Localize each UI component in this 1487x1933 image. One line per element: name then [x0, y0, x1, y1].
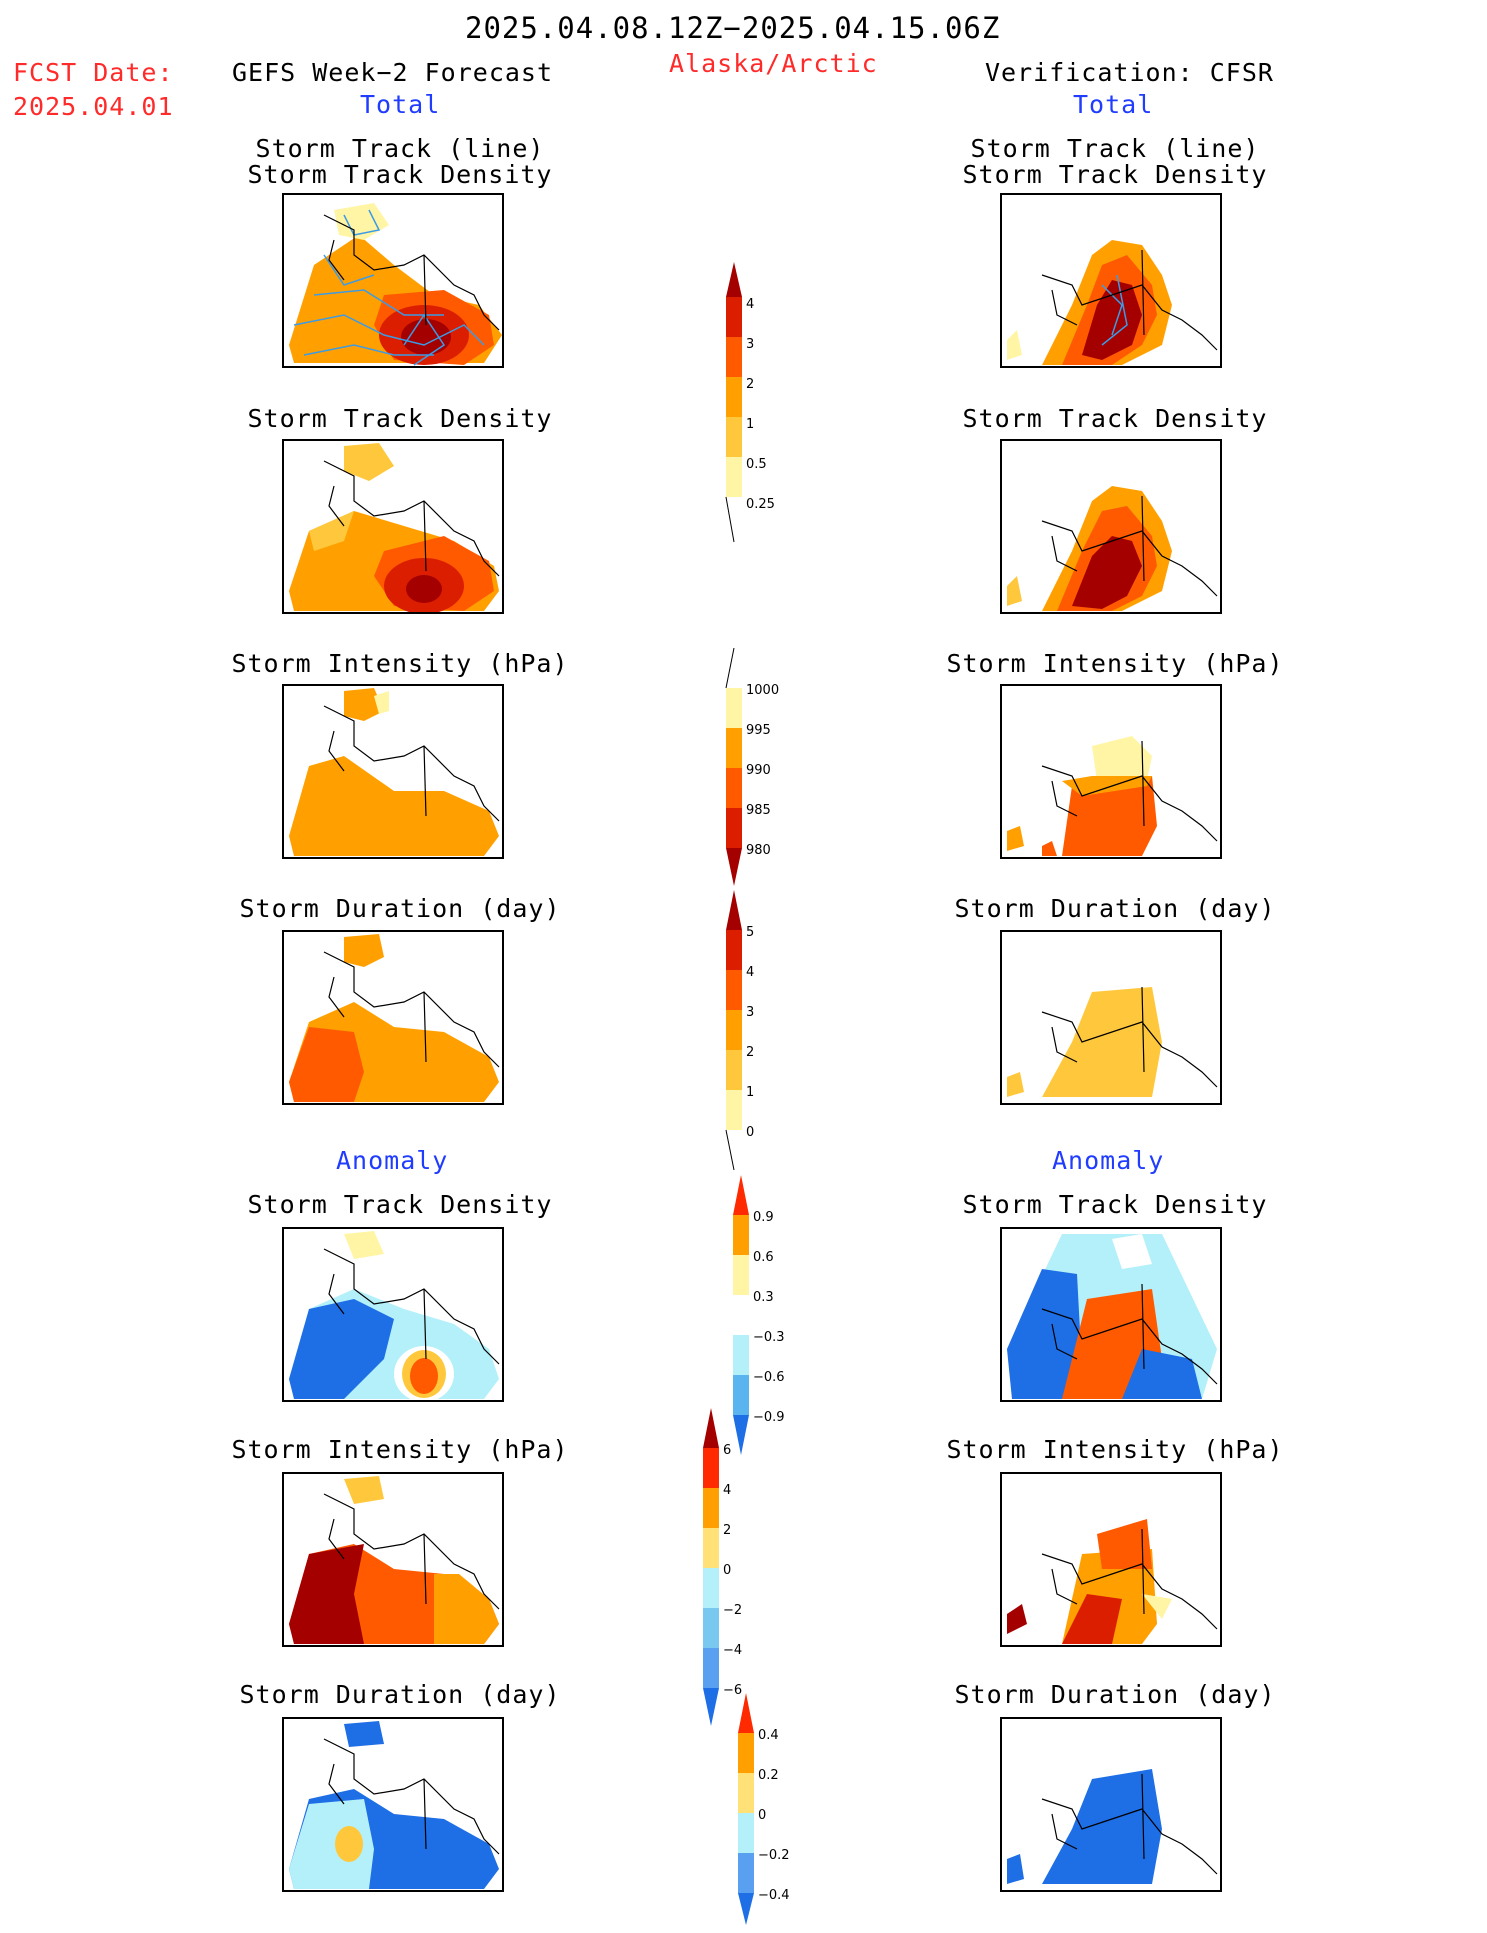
- cbar-intensity-tick-2: 995: [746, 723, 771, 738]
- panel-title-track-line-right: Storm Track (line): [970, 134, 1260, 163]
- cbar-duration-tick-6: 0: [746, 1125, 754, 1140]
- map-intensity-anomaly-forecast: [282, 1472, 504, 1647]
- cbar-duration-anom-tick-3: 0: [758, 1808, 766, 1823]
- map-density-anomaly-forecast: [282, 1227, 504, 1402]
- cbar-intensity-tick-5: 980: [746, 843, 771, 858]
- cbar-density-anom-tick-1: 0.9: [753, 1210, 774, 1225]
- cbar-intensity-tick-4: 985: [746, 803, 771, 818]
- map-track-line-verification: [1000, 193, 1222, 368]
- cbar-intensity-anom-tick-6: −4: [723, 1643, 742, 1658]
- colorbar-duration-anomaly: 0.4 0.2 0 −0.2 −0.4: [738, 1693, 790, 1925]
- panel-title-density-anom-left: Storm Track Density: [247, 1190, 553, 1219]
- panel-title-density-anom-right: Storm Track Density: [962, 1190, 1268, 1219]
- fcst-date-label: FCST Date:: [13, 58, 174, 87]
- fcst-date-value: 2025.04.01: [13, 92, 174, 121]
- cbar-duration-tick-5: 1: [746, 1085, 754, 1100]
- panel-title-intensity-anom-left: Storm Intensity (hPa): [231, 1435, 569, 1464]
- cbar-intensity-anom-tick-1: 6: [723, 1443, 731, 1458]
- map-duration-forecast: [282, 930, 504, 1105]
- panel-title-intensity-left: Storm Intensity (hPa): [231, 649, 569, 678]
- anomaly-label-left: Anomaly: [336, 1146, 449, 1175]
- panel-title-track-line-left: Storm Track (line): [255, 134, 545, 163]
- date-range-title: 2025.04.08.12Z−2025.04.15.06Z: [465, 11, 1001, 45]
- panel-title-duration-anom-left: Storm Duration (day): [239, 1680, 561, 1709]
- panel-title-density-left: Storm Track Density: [247, 404, 553, 433]
- panel-title-duration-left: Storm Duration (day): [239, 894, 561, 923]
- map-track-density-verification: [1000, 439, 1222, 614]
- cbar-density-anom-tick-3: 0.3: [753, 1290, 774, 1305]
- right-column-title: Verification: CFSR: [985, 58, 1274, 87]
- cbar-density-tick-3: 2: [746, 377, 754, 392]
- cbar-duration-anom-tick-4: −0.2: [758, 1848, 790, 1863]
- cbar-density-anom-tick-2: 0.6: [753, 1250, 774, 1265]
- cbar-density-anom-tick-6: −0.9: [753, 1410, 785, 1425]
- map-duration-anomaly-forecast: [282, 1717, 504, 1892]
- cbar-duration-tick-4: 2: [746, 1045, 754, 1060]
- cbar-density-anom-tick-4: −0.3: [753, 1330, 785, 1345]
- panel-title-intensity-anom-right: Storm Intensity (hPa): [946, 1435, 1284, 1464]
- cbar-duration-tick-1: 5: [746, 925, 754, 940]
- cbar-density-tick-1: 4: [746, 297, 754, 312]
- cbar-density-tick-5: 0.5: [746, 457, 767, 472]
- cbar-duration-anom-tick-1: 0.4: [758, 1728, 779, 1743]
- cbar-duration-anom-tick-5: −0.4: [758, 1888, 790, 1903]
- map-density-anomaly-verification: [1000, 1227, 1222, 1402]
- map-duration-verification: [1000, 930, 1222, 1105]
- cbar-intensity-tick-1: 1000: [746, 683, 779, 698]
- cbar-intensity-anom-tick-5: −2: [723, 1603, 742, 1618]
- cbar-intensity-anom-tick-4: 0: [723, 1563, 731, 1578]
- colorbar-density-anomaly: 0.9 0.6 0.3 −0.3 −0.6 −0.9: [733, 1175, 785, 1455]
- map-intensity-forecast: [282, 684, 504, 859]
- map-track-density-forecast: [282, 439, 504, 614]
- cbar-duration-tick-2: 4: [746, 965, 754, 980]
- cbar-density-tick-6: 0.25: [746, 497, 775, 512]
- cbar-duration-anom-tick-2: 0.2: [758, 1768, 779, 1783]
- panel-title-intensity-right: Storm Intensity (hPa): [946, 649, 1284, 678]
- cbar-density-anom-tick-5: −0.6: [753, 1370, 785, 1385]
- cbar-density-tick-4: 1: [746, 417, 754, 432]
- map-intensity-verification: [1000, 684, 1222, 859]
- map-track-line-forecast: [282, 193, 504, 368]
- panel-title-duration-anom-right: Storm Duration (day): [954, 1680, 1276, 1709]
- colorbar-density: 4 3 2 1 0.5 0.25: [725, 262, 775, 543]
- colorbar-intensity-anomaly: 6 4 2 0 −2 −4 −6: [703, 1408, 742, 1726]
- left-column-title: GEFS Week−2 Forecast: [232, 58, 554, 87]
- cbar-intensity-anom-tick-7: −6: [723, 1683, 742, 1698]
- colorbar-duration: 5 4 3 2 1 0: [725, 890, 754, 1171]
- cbar-intensity-anom-tick-2: 4: [723, 1483, 731, 1498]
- region-label: Alaska/Arctic: [669, 49, 878, 78]
- cbar-intensity-anom-tick-3: 2: [723, 1523, 731, 1538]
- cbar-intensity-tick-3: 990: [746, 763, 771, 778]
- cbar-duration-tick-3: 3: [746, 1005, 754, 1020]
- anomaly-label-right: Anomaly: [1052, 1146, 1165, 1175]
- total-label-right: Total: [1073, 90, 1154, 119]
- colorbar-intensity: 1000 995 990 985 980: [725, 648, 779, 886]
- map-intensity-anomaly-verification: [1000, 1472, 1222, 1647]
- panel-title-duration-right: Storm Duration (day): [954, 894, 1276, 923]
- map-duration-anomaly-verification: [1000, 1717, 1222, 1892]
- cbar-density-tick-2: 3: [746, 337, 754, 352]
- total-label-left: Total: [360, 90, 441, 119]
- panel-title-density-right: Storm Track Density: [962, 404, 1268, 433]
